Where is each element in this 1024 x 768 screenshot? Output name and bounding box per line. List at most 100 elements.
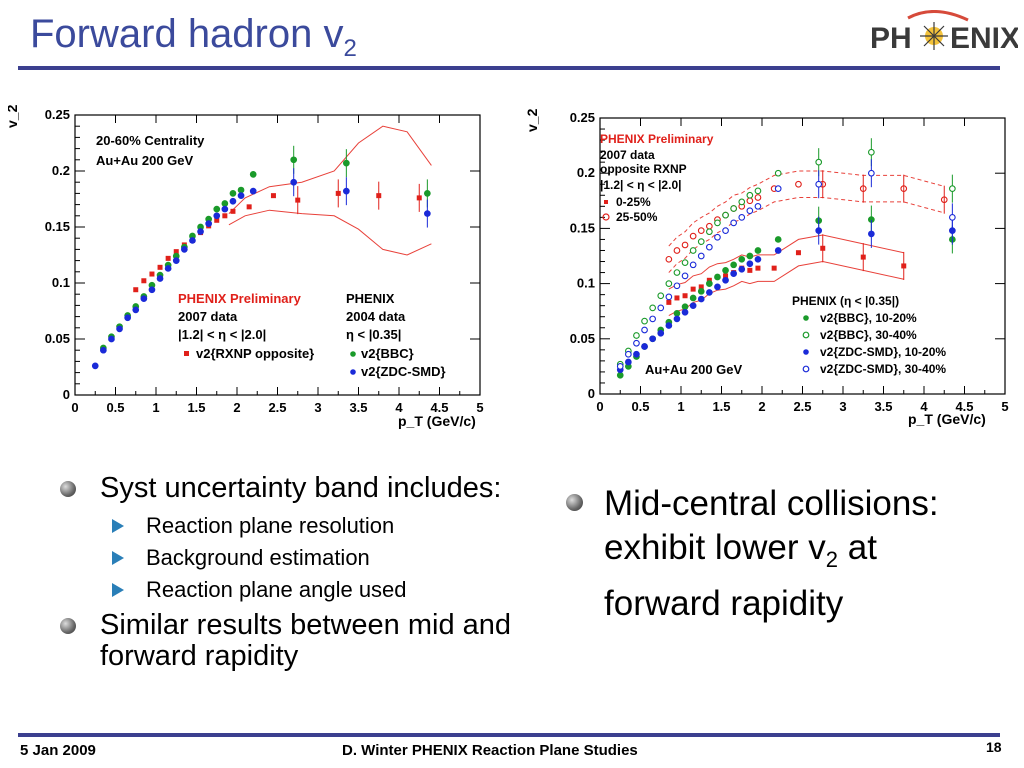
data-point <box>246 204 252 210</box>
data-point <box>673 247 681 254</box>
data-point <box>774 236 782 243</box>
data-point <box>714 233 721 241</box>
data-point <box>99 346 107 354</box>
chart-left-legend-marker-zdc <box>350 369 356 375</box>
data-point <box>633 332 640 339</box>
data-point <box>681 272 689 280</box>
data-point <box>641 326 648 334</box>
y-tick-label: 0 <box>63 387 70 402</box>
chart-left-annot-line2: Au+Au 200 GeV <box>96 153 194 168</box>
data-point <box>681 241 689 249</box>
chart-left-legend-bbc: v2{BBC} <box>361 346 414 361</box>
y-tick-label: 0.15 <box>570 220 595 235</box>
data-point <box>616 371 624 379</box>
y-tick-label: 0.25 <box>570 110 595 125</box>
chart-right-ylabel: v_2 <box>524 108 540 132</box>
data-point <box>229 197 237 205</box>
data-point <box>290 156 298 164</box>
data-point <box>229 190 237 197</box>
data-point <box>116 325 123 333</box>
data-point <box>738 265 746 273</box>
data-point <box>706 289 713 296</box>
data-point <box>335 190 341 196</box>
sub-bullet-text: Background estimation <box>146 545 370 570</box>
data-point <box>714 283 721 291</box>
data-point <box>722 211 729 219</box>
sub-bullet-text: Reaction plane angle used <box>146 577 407 602</box>
chart-right-legend-top-line1: 2007 data <box>600 148 655 162</box>
data-point <box>674 295 680 301</box>
bullet-item: Syst uncertainty band includes: <box>60 473 530 504</box>
data-point <box>746 197 754 205</box>
data-point <box>197 228 204 235</box>
chart-right-xlabel: p_T (GeV/c) <box>908 411 986 427</box>
data-point <box>343 159 350 167</box>
footer-date: 5 Jan 2009 <box>20 742 96 759</box>
y-tick-label: 0.05 <box>45 331 70 346</box>
bullet-list-right: Mid-central collisions: exhibit lower v2… <box>566 482 986 626</box>
data-point <box>666 299 672 305</box>
data-point <box>706 280 713 287</box>
x-tick-label: 1 <box>152 400 159 415</box>
data-point <box>237 192 245 199</box>
data-point <box>633 339 640 347</box>
slide-title-subscript: 2 <box>343 35 357 62</box>
data-point <box>868 230 875 238</box>
data-point <box>690 286 696 292</box>
data-point <box>689 232 697 240</box>
data-point <box>295 197 301 203</box>
data-point <box>221 205 229 213</box>
title-divider <box>18 66 1000 70</box>
data-point <box>624 350 632 358</box>
logo-star-icon <box>920 22 948 50</box>
bullet-text-post: at forward rapidity <box>604 528 877 623</box>
data-point <box>290 178 298 186</box>
data-point <box>714 219 721 227</box>
x-tick-label: 4 <box>920 399 928 414</box>
chart-right-legend-bbc-10-20: v2{BBC}, 10-20% <box>820 311 917 325</box>
data-point <box>697 252 705 260</box>
x-tick-label: 1.5 <box>187 400 205 415</box>
data-point <box>249 171 257 178</box>
chart-left-legend-left-line1: 2007 data <box>178 309 238 324</box>
slide-title-text: Forward hadron v <box>30 12 344 56</box>
data-point <box>172 257 180 264</box>
data-point <box>746 207 754 215</box>
chart-right-annot-bottom: Au+Au 200 GeV <box>645 362 743 377</box>
data-point <box>657 329 665 337</box>
chart-left: 0 0.5 1 1.5 2 2.5 3 3.5 4 4.5 5 0 0.05 0.1 0.15 0.2 0.25… <box>8 104 484 429</box>
data-point <box>424 210 431 217</box>
bullet-list-left: Syst uncertainty band includes: Reaction… <box>60 473 530 678</box>
logo-text-right: ENIX <box>950 22 1018 55</box>
x-tick-label: 0.5 <box>631 399 649 414</box>
bullet-item: Similar results between mid and forward … <box>60 610 530 672</box>
data-point <box>698 284 704 290</box>
data-point <box>754 202 762 210</box>
data-point <box>771 265 777 271</box>
data-point <box>633 350 640 358</box>
chart-left-legend-rxnp: v2{RXNP opposite} <box>196 346 314 361</box>
data-point <box>681 308 689 316</box>
data-point <box>673 269 681 276</box>
chart-right-legend-marker-bbc-30-40 <box>802 331 810 339</box>
footer-title: D. Winter PHENIX Reaction Plane Studies <box>342 742 638 759</box>
data-point <box>133 287 139 293</box>
data-point <box>774 169 782 177</box>
page-number: 18 <box>986 739 1002 755</box>
data-point <box>108 335 115 343</box>
bullet-text-pre: Mid-central collisions: exhibit lower v <box>604 484 939 567</box>
chart-left-legend-zdc: v2{ZDC-SMD} <box>361 364 446 379</box>
data-point <box>697 295 705 303</box>
chart-left-ylabel: v_2 <box>8 104 20 128</box>
data-point <box>140 295 148 303</box>
y-tick-label: 0.05 <box>570 331 595 346</box>
data-point <box>754 247 762 254</box>
data-point <box>722 267 729 274</box>
data-point <box>722 276 729 284</box>
data-point <box>376 193 382 199</box>
data-point <box>649 304 656 312</box>
sub-bullet-item: Reaction plane resolution <box>60 510 530 542</box>
data-point <box>755 265 761 271</box>
data-point <box>940 196 948 204</box>
phenix-logo: PH ENIX <box>870 10 1018 55</box>
